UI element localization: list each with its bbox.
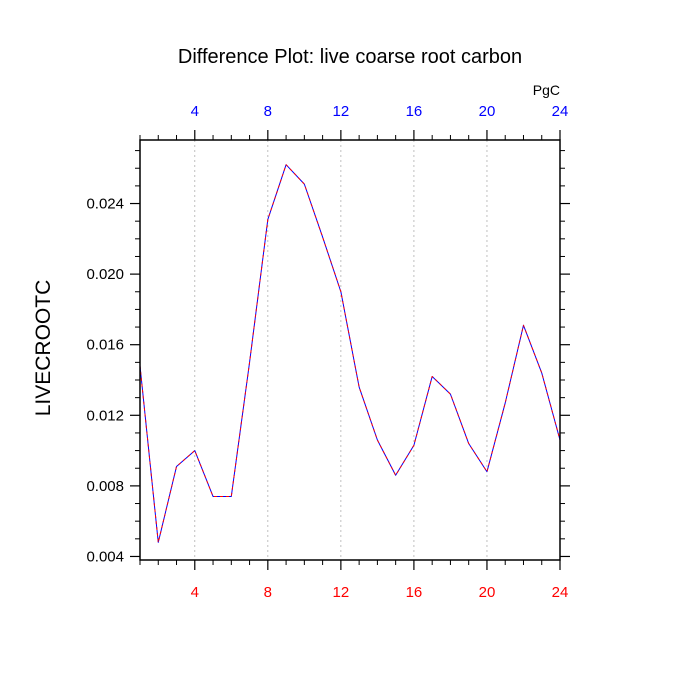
series-line-0 [139,164,561,543]
x-tick-label-top-8: 8 [264,103,272,120]
y-tick-label-0: 0.004 [86,548,124,565]
x-tick-label-top-20: 20 [479,103,496,120]
y-tick-label-1: 0.008 [86,478,124,495]
plot-frame [139,139,561,561]
tick-labels: 4 4 8 8 12 12 16 16 20 20 24 24 0.004 0.008 0.012 0.016… [86,103,568,601]
x-tick-label-bottom-8: 8 [264,584,272,601]
x-tick-label-bottom-24: 24 [552,584,569,601]
x-tick-label-bottom-12: 12 [333,584,350,601]
major-ticks [130,130,570,570]
y-tick-label-3: 0.016 [86,337,124,354]
y-tick-label-4: 0.020 [86,266,124,283]
y-axis-label: LIVECROOTC [32,280,55,417]
series-lines [139,164,561,543]
grid-lines [194,140,488,560]
x-tick-label-bottom-16: 16 [406,584,423,601]
x-tick-label-top-16: 16 [406,103,423,120]
x-tick-label-top-24: 24 [552,103,569,120]
y-tick-label-2: 0.012 [86,407,124,424]
chart-title: Difference Plot: live coarse root carbon [178,46,522,68]
y-tick-label-5: 0.024 [86,196,124,213]
units-label: PgC [533,82,560,98]
x-tick-label-bottom-4: 4 [191,584,199,601]
x-tick-label-top-12: 12 [333,103,350,120]
x-tick-label-top-4: 4 [191,103,199,120]
series-line-dashed-0 [139,164,561,543]
x-tick-label-bottom-20: 20 [479,584,496,601]
minor-ticks [135,135,565,565]
